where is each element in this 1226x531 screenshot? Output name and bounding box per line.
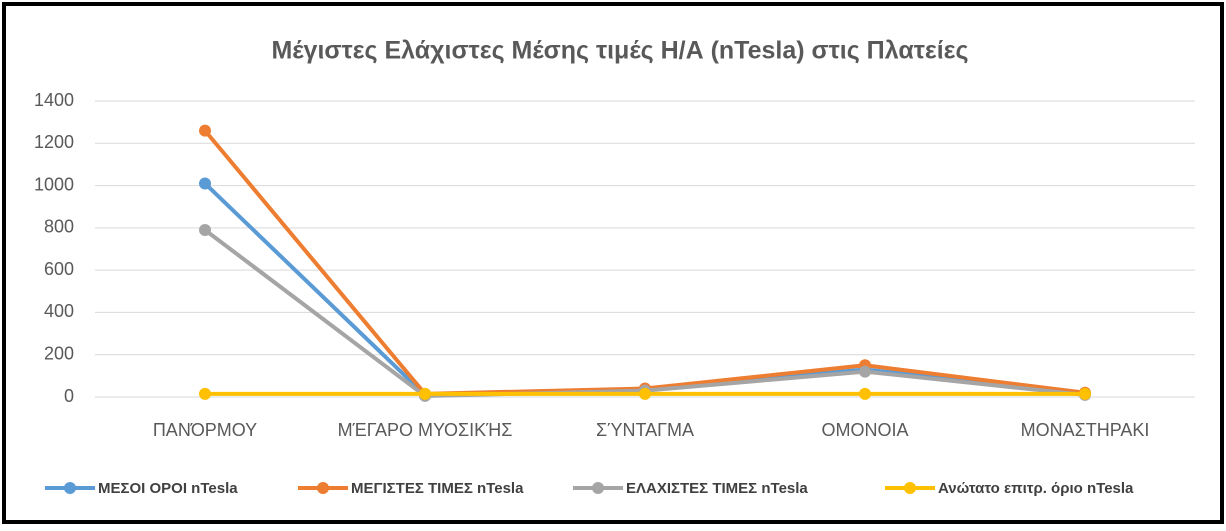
legend-marker — [904, 482, 916, 494]
x-tick-label: ΜΟΝΑΣΤΗΡΑΚΙ — [1021, 420, 1150, 440]
x-tick-label: ΜΈΓΑΡΟ ΜΥΟΣΙΚΉΣ — [338, 420, 513, 440]
data-point — [639, 387, 651, 400]
x-tick-label: ΣΎΝΤΑΓΜΑ — [596, 420, 694, 440]
legend-marker — [64, 482, 76, 494]
y-tick-label: 0 — [64, 386, 74, 406]
data-point — [419, 387, 431, 400]
y-tick-label: 200 — [44, 343, 74, 363]
chart-frame — [2, 2, 1224, 524]
legend-marker — [592, 482, 604, 494]
data-point — [1079, 387, 1091, 400]
y-tick-label: 1400 — [34, 90, 74, 110]
chart-title: Μέγιστες Ελάχιστες Μέσης τιμές Η/Α (nTes… — [271, 37, 968, 65]
y-tick-label: 400 — [44, 301, 74, 321]
legend-label: ΜΕΓΙΣΤΕΣ ΤΙΜΕΣ nTesla — [351, 480, 524, 497]
data-point — [199, 177, 211, 190]
legend-label: ΜΕΣΟΙ ΟΡΟΙ nTesla — [98, 480, 238, 497]
y-tick-label: 1200 — [34, 132, 74, 152]
legend-marker — [317, 482, 329, 494]
y-tick-label: 1000 — [34, 174, 74, 194]
x-tick-label: ΟΜΟΝΟΙΑ — [821, 420, 908, 440]
x-tick-label: ΠΑΝΌΡΜΟΥ — [153, 420, 257, 440]
y-tick-label: 800 — [44, 217, 74, 237]
data-point — [199, 223, 211, 236]
legend-label: ΕΛΑΧΙΣΤΕΣ ΤΙΜΕΣ nTesla — [626, 480, 808, 497]
data-point — [199, 124, 211, 137]
data-point — [859, 387, 871, 400]
data-point — [859, 365, 871, 378]
data-point — [199, 387, 211, 400]
y-tick-label: 600 — [44, 259, 74, 279]
legend-label: Ανώτατο επιτρ. όριο nTesla — [938, 480, 1134, 497]
